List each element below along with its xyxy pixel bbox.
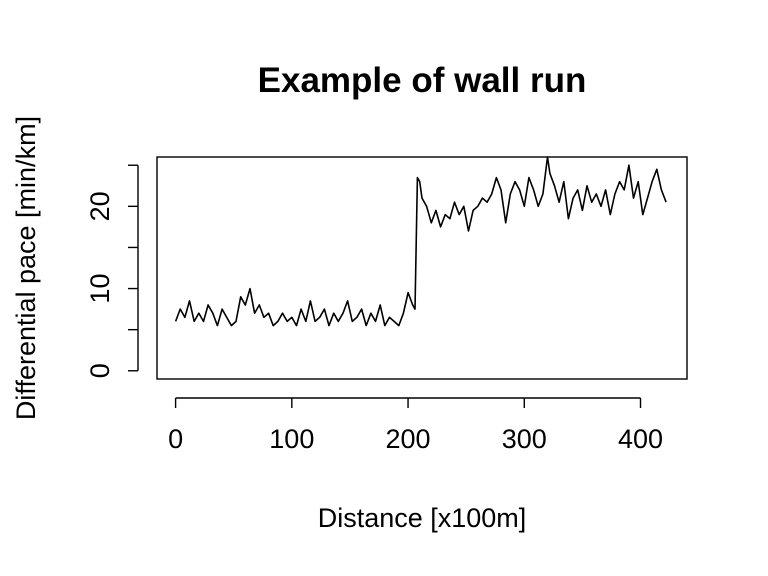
chart-title: Example of wall run <box>258 61 587 100</box>
y-tick-label: 0 <box>85 363 115 378</box>
x-axis-label: Distance [x100m] <box>318 503 527 533</box>
y-axis: 0 10 20 <box>85 164 139 378</box>
y-tick-label: 20 <box>85 191 115 221</box>
x-tick-label: 400 <box>618 424 663 454</box>
series-line <box>174 156 667 327</box>
y-tick-label: 10 <box>85 274 115 304</box>
x-tick-label: 100 <box>269 424 314 454</box>
plot-box <box>156 156 688 380</box>
x-tick-label: 200 <box>386 424 431 454</box>
x-axis: 0 100 200 300 400 <box>168 397 663 454</box>
series-group <box>174 156 667 327</box>
x-tick-label: 300 <box>502 424 547 454</box>
y-axis-label: Differential pace [min/km] <box>11 116 41 420</box>
x-tick-label: 0 <box>168 424 183 454</box>
